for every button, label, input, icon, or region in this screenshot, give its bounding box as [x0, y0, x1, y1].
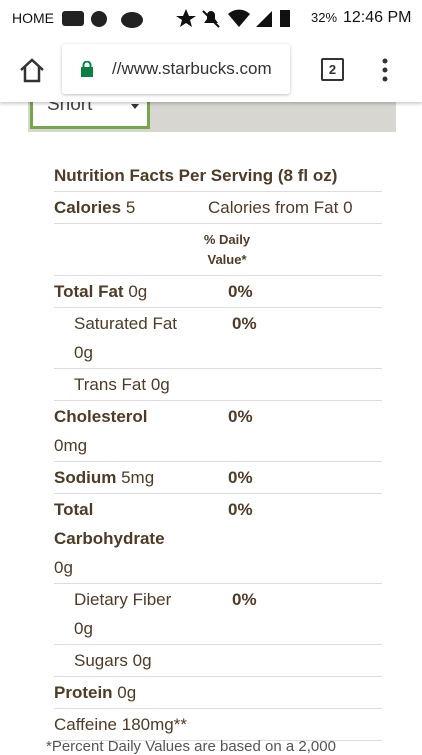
nutrient-row: Cholesterol 0mg 0%: [54, 401, 382, 462]
daily-value: 0%: [228, 500, 253, 519]
calories-from-fat: Calories from Fat 0: [208, 198, 353, 217]
nutrient-label: Total Carbohydrate: [54, 500, 165, 548]
nutrient-row: Saturated Fat 0g 0%: [54, 308, 382, 369]
nutrient-cell: Total Fat 0g: [54, 277, 178, 306]
nutrient-cell: Trans Fat 0g: [54, 370, 182, 399]
dv-header-row: % Daily Value*: [54, 224, 382, 276]
nutrient-amount: 0g: [117, 683, 137, 702]
nutrient-label: Sugars: [74, 651, 128, 670]
nutrient-label: Cholesterol: [54, 407, 148, 426]
url-bar[interactable]: //www.starbucks.com: [62, 44, 290, 94]
nutrient-amount: 0g: [54, 558, 73, 577]
status-icons: [62, 11, 143, 28]
clock: 12:46 PM: [343, 9, 412, 26]
menu-button[interactable]: [380, 58, 390, 82]
status-bar: HOME 32% 12:46 PM: [0, 0, 422, 36]
footnote: *Percent Daily Values are based on a 2,0…: [46, 738, 336, 755]
nutrient-row: Dietary Fiber 0g 0%: [54, 584, 382, 645]
battery: 32%: [311, 10, 338, 25]
nutrient-amount: 0g: [128, 282, 148, 301]
daily-value: 0%: [228, 468, 253, 487]
select-arrow: [131, 104, 139, 109]
daily-value: 0%: [228, 282, 253, 301]
nutrient-label: Saturated Fat: [74, 314, 178, 333]
nutrient-row: Total Fat 0g 0%: [54, 276, 382, 308]
nutrient-cell: Protein 0g: [54, 678, 178, 707]
tab-count[interactable]: 2: [321, 58, 344, 81]
calories-cell: Calories 5: [54, 193, 208, 222]
nutrient-cell: Dietary Fiber 0g: [54, 585, 182, 643]
calories-row: Calories 5 Calories from Fat 0: [54, 192, 382, 224]
nutrient-label: Protein: [54, 683, 113, 702]
nutrient-row: Trans Fat 0g: [54, 369, 382, 401]
nutrient-amount: 5mg: [121, 468, 155, 487]
carrier: HOME: [12, 10, 54, 26]
nutrient-cell: Total Carbohydrate 0g: [54, 495, 178, 582]
nutrient-row: Sugars 0g: [54, 645, 382, 677]
nutrient-cell: Sugars 0g: [54, 646, 182, 675]
home-button[interactable]: [18, 57, 46, 83]
caffeine-row: Caffeine 180mg**: [54, 709, 382, 741]
url-text: //www.starbucks.com: [112, 59, 272, 78]
nutrient-cell: Saturated Fat 0g: [54, 309, 182, 367]
nutrient-cell: Sodium 5mg: [54, 463, 178, 492]
nutrient-row: Protein 0g: [54, 677, 382, 709]
nutrient-amount: 0mg: [54, 436, 88, 455]
lock-icon: [81, 61, 93, 77]
dv-header: % Daily Value*: [203, 232, 251, 267]
daily-value: 0%: [232, 314, 257, 333]
nutrient-amount: 0g: [150, 375, 170, 394]
daily-value: 0%: [232, 590, 257, 609]
nutrient-row: Total Carbohydrate 0g 0%: [54, 494, 382, 584]
browser-toolbar: //www.starbucks.com 2: [0, 36, 422, 102]
caffeine: Caffeine 180mg**: [54, 715, 187, 734]
nutrient-row: Sodium 5mg 0%: [54, 462, 382, 494]
calories-value: 5: [125, 198, 136, 217]
daily-value: 0%: [228, 407, 253, 426]
nutrient-amount: 0g: [74, 343, 93, 362]
nutrient-cell: Cholesterol 0mg: [54, 402, 178, 460]
nutrient-label: Total Fat: [54, 282, 124, 301]
nutrient-label: Sodium: [54, 468, 117, 487]
nutrient-amount: 0g: [74, 619, 93, 638]
nutrient-label: Trans Fat: [74, 375, 147, 394]
nutrition-table: Nutrition Facts Per Serving (8 fl oz) Cal…: [54, 160, 382, 741]
nutrient-label: Dietary Fiber: [74, 590, 172, 609]
nutrient-amount: 0g: [132, 651, 152, 670]
title-row: Nutrition Facts Per Serving (8 fl oz): [54, 160, 382, 192]
calories-label: Calories: [54, 198, 122, 217]
system-icons: [176, 9, 290, 28]
table-title: Nutrition Facts Per Serving (8 fl oz): [54, 166, 338, 185]
